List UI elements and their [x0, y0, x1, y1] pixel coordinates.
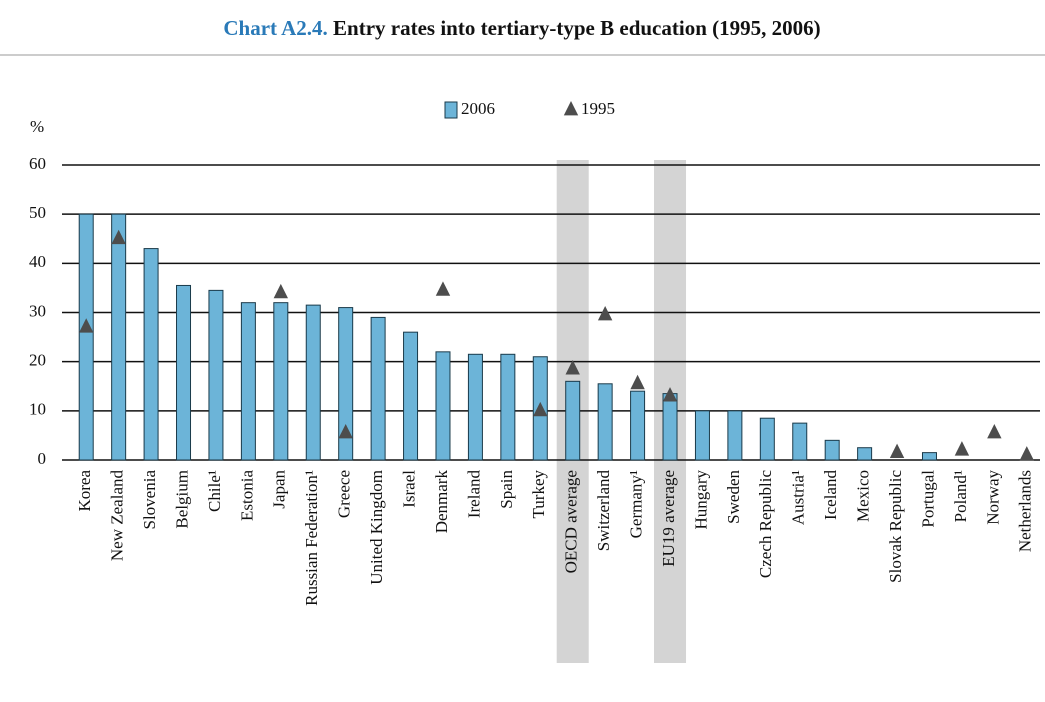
bar — [727, 410, 743, 461]
bar — [467, 353, 483, 461]
legend-label: 2006 — [461, 99, 495, 118]
x-tick-label: Denmark — [432, 470, 451, 534]
marker-1995 — [111, 229, 126, 245]
x-tick-label: Greece — [335, 470, 354, 518]
marker-1995 — [79, 318, 94, 333]
marker-1995 — [987, 423, 1002, 439]
marker-1995 — [273, 283, 289, 299]
bar — [403, 331, 419, 461]
x-tick-label: Chile¹ — [205, 470, 224, 512]
x-tick-label: Korea — [75, 470, 94, 512]
chart-title: Chart A2.4. Entry rates into tertiary-ty… — [223, 16, 820, 40]
marker-1995 — [954, 441, 970, 456]
x-tick-label: Mexico — [854, 470, 873, 522]
legend-swatch — [563, 101, 579, 116]
x-tick-label: Russian Federation¹ — [302, 470, 321, 606]
marker-1995 — [889, 443, 905, 459]
bar — [759, 417, 775, 461]
y-tick-label: 50 — [29, 203, 46, 222]
x-tick-label: Ireland — [464, 470, 483, 519]
x-tick-label: Iceland — [821, 470, 840, 521]
bar — [662, 393, 678, 461]
bar — [370, 316, 386, 461]
bar — [305, 304, 321, 461]
bar — [630, 390, 646, 461]
y-tick-label: 30 — [29, 301, 46, 320]
bar — [435, 351, 451, 461]
marker-1995 — [1019, 446, 1034, 461]
x-tick-label: Switzerland — [594, 470, 613, 552]
y-tick-label: 0 — [38, 449, 47, 468]
x-tick-label: Austria¹ — [789, 470, 808, 525]
bar — [143, 248, 159, 461]
x-tick-label: Turkey — [529, 470, 548, 519]
marker-1995 — [533, 401, 548, 417]
marker-1995 — [597, 305, 613, 321]
bar — [921, 452, 937, 461]
title-text: Entry rates into tertiary-type B educati… — [333, 16, 821, 40]
x-tick-label: United Kingdom — [367, 470, 386, 585]
x-tick-label: OECD average — [562, 470, 581, 573]
x-tick-label: Israel — [399, 470, 418, 508]
bar — [338, 307, 354, 461]
marker-1995 — [630, 374, 645, 390]
x-tick-label: Hungary — [691, 470, 710, 530]
x-tick-label: Estonia — [237, 470, 256, 521]
bar — [273, 302, 289, 461]
bar — [694, 410, 710, 461]
y-unit: % — [30, 117, 44, 136]
bar — [792, 422, 808, 461]
x-tick-label: Norway — [983, 470, 1002, 525]
bar — [208, 289, 224, 461]
bar — [240, 302, 256, 461]
x-tick-label: Sweden — [724, 470, 743, 524]
x-tick-label: EU19 average — [659, 470, 678, 567]
x-tick-label: New Zealand — [108, 470, 127, 562]
x-tick-label: Spain — [497, 470, 516, 509]
x-tick-label: Belgium — [172, 470, 191, 529]
bar — [111, 213, 127, 461]
bar — [857, 447, 873, 461]
marker-1995 — [435, 281, 451, 296]
x-tick-label: Slovenia — [140, 470, 159, 530]
marker-1995 — [338, 423, 353, 439]
bar — [176, 284, 192, 461]
x-tick-label: Netherlands — [1016, 470, 1035, 552]
bar — [565, 380, 581, 461]
legend-swatch — [444, 101, 458, 119]
y-tick-label: 10 — [29, 400, 46, 419]
y-tick-label: 40 — [29, 252, 46, 271]
marker-1995 — [565, 360, 580, 375]
x-tick-label: Germany¹ — [626, 470, 645, 538]
bar — [597, 383, 613, 461]
y-tick-label: 20 — [29, 351, 46, 370]
marker-1995 — [662, 387, 678, 402]
x-tick-label: Japan — [270, 470, 289, 509]
x-tick-label: Poland¹ — [951, 470, 970, 522]
y-tick-label: 60 — [29, 154, 46, 173]
legend-label: 1995 — [581, 99, 615, 118]
x-tick-label: Slovak Republic — [886, 470, 905, 583]
bar — [824, 439, 840, 461]
title-label: Chart A2.4. — [223, 16, 327, 40]
x-tick-label: Portugal — [918, 470, 937, 528]
bar — [78, 213, 94, 461]
x-tick-label: Czech Republic — [756, 470, 775, 579]
bar — [500, 353, 516, 461]
